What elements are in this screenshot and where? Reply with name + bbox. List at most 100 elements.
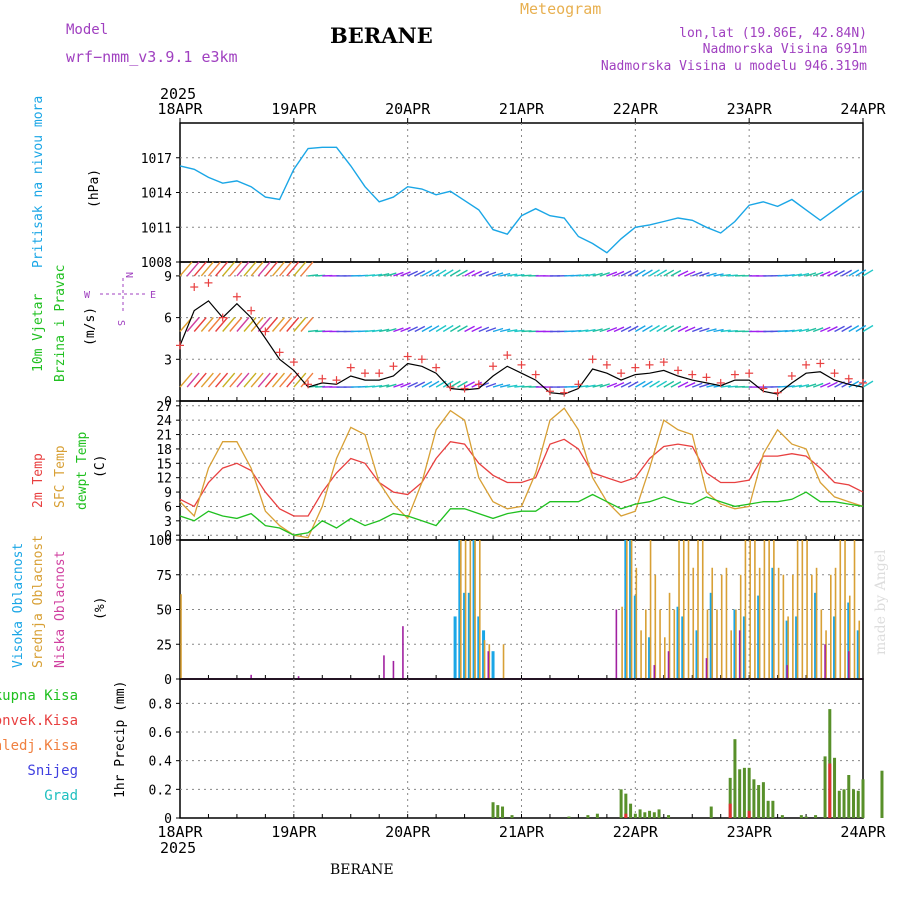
legend-konvek: Konvek.Kisa	[0, 713, 78, 729]
wind-barb	[464, 381, 475, 388]
wind-barb	[449, 380, 461, 388]
wind-barb	[649, 380, 660, 388]
wind-barb	[243, 317, 257, 332]
wind-barb	[848, 380, 860, 388]
wind-barb	[663, 380, 675, 388]
precip-total-bar	[657, 809, 661, 818]
precip-total-bar	[747, 767, 751, 818]
y-tick-label: 0	[164, 673, 172, 688]
y-tick-label: 0.4	[149, 755, 173, 770]
precip-conv-bar	[747, 810, 751, 818]
bottom-date-label: 23APR	[727, 823, 773, 841]
wind-barb	[834, 325, 845, 333]
y-tick-label: 3	[164, 515, 172, 530]
wind-barb	[442, 324, 454, 333]
wind-barb	[713, 273, 724, 277]
wind-barb	[578, 329, 589, 333]
cloud-high-bar	[742, 616, 746, 679]
precip-total-bar	[742, 767, 746, 818]
wind-barb	[634, 269, 646, 277]
wind-barb	[229, 317, 243, 332]
wind-barb	[229, 372, 243, 388]
wind-barb	[834, 269, 845, 277]
wind-barb	[421, 325, 433, 333]
bottom-date-label: 21APR	[499, 823, 545, 841]
y-tick-label: 27	[156, 400, 172, 415]
wind-barb	[414, 325, 426, 333]
wind-barb	[428, 380, 440, 388]
precip-total-bar	[733, 739, 737, 818]
wind-barb	[485, 327, 497, 333]
wind-barb	[812, 271, 824, 277]
model-name: wrf−nmm_v3.9.1 e3km	[66, 48, 238, 66]
wind-barb	[236, 317, 250, 332]
precip-total-bar	[847, 775, 851, 818]
wind-barb	[222, 317, 236, 332]
y-tick-label: 6	[164, 312, 172, 327]
wind-barb	[400, 326, 411, 333]
wind-barb	[386, 383, 397, 388]
wind-barb	[691, 327, 703, 333]
wind-barb	[848, 325, 860, 333]
wind-barb	[592, 383, 603, 388]
wind-ylabel-2: Brzina i Pravac	[53, 265, 68, 382]
legend-grad: Grad	[44, 788, 78, 804]
cloud-high-bar	[624, 540, 628, 679]
wind-barb	[200, 372, 214, 388]
panel-frame	[179, 678, 864, 819]
legend-snijeg: Snijeg	[27, 763, 78, 779]
cloud-high-bar	[733, 609, 737, 679]
wind-barb	[706, 272, 717, 277]
wind-barb	[243, 261, 257, 277]
wind-barb	[200, 317, 214, 332]
precip-total-bar	[491, 802, 495, 818]
cloud-low-ylabel: Niska Oblacnost	[53, 551, 68, 668]
precip-total-bar	[501, 806, 505, 818]
wind-barb	[293, 261, 307, 277]
wind-barb	[236, 372, 250, 388]
wind-barb	[499, 384, 511, 388]
y-tick-label: 0	[164, 812, 172, 827]
wind-barb	[193, 317, 207, 332]
wind-barb	[656, 269, 668, 277]
wind-barb	[606, 271, 618, 277]
wind-barb	[713, 328, 724, 333]
wind-barb	[371, 384, 383, 388]
cloud-high-ylabel: Visoka Oblacnost	[11, 543, 26, 668]
wind-barb	[243, 372, 257, 388]
model-label: Model	[66, 22, 108, 38]
wind-barb	[677, 270, 689, 277]
wind-barb	[457, 269, 468, 277]
wind-barb	[507, 384, 518, 388]
wind-barb	[613, 382, 625, 388]
wind-barb	[670, 269, 682, 277]
cloud-high-bar	[847, 602, 851, 679]
wind-barb	[393, 383, 404, 388]
wind-barb	[407, 381, 418, 388]
cloud-high-bar	[695, 630, 699, 679]
wind-barb	[791, 384, 802, 388]
wind-barb	[407, 326, 418, 333]
cloud-high-bar	[477, 616, 481, 679]
pressure-panel: 1008 1011 1014 1017	[141, 122, 864, 271]
wind-barb	[720, 385, 731, 388]
wind-barb	[379, 273, 390, 277]
coords-text: lon,lat (19.86E, 42.84N)	[679, 26, 867, 41]
precip-total-bar	[738, 769, 742, 818]
bottom-date-label: 19APR	[271, 823, 317, 841]
compass-e: E	[150, 290, 156, 301]
wind-barb	[642, 380, 653, 388]
wind-barb	[279, 261, 293, 277]
wind-barb	[805, 272, 817, 277]
legend-ukupna: Ukupna Kisa	[0, 688, 78, 704]
wind-barb	[606, 326, 618, 333]
cloud-high-bar	[795, 616, 799, 679]
precip-total-bar	[728, 777, 732, 818]
cloud-panel: 0 25 50 75 100	[149, 534, 864, 688]
wind-barb	[414, 381, 426, 388]
wind-barb	[855, 269, 867, 277]
wind-barb	[478, 326, 490, 333]
wind-barb	[379, 384, 390, 388]
temp-dew-ylabel: dewpt Temp	[75, 432, 90, 510]
wind-barb	[684, 270, 696, 277]
